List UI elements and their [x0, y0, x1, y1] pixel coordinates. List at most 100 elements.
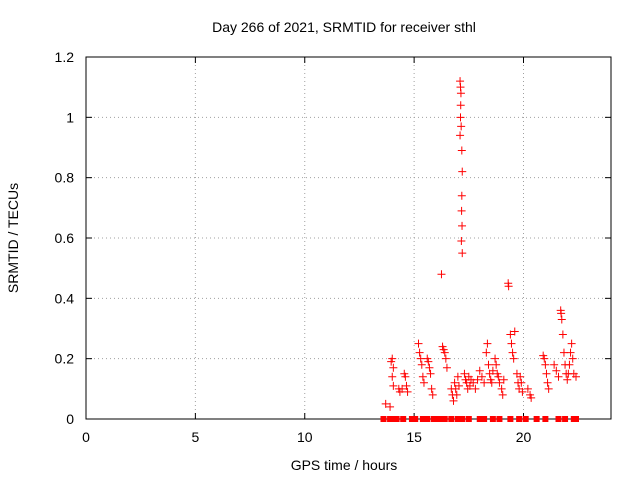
data-point [494, 372, 503, 381]
data-point [543, 378, 552, 387]
data-point [475, 366, 484, 375]
data-point [428, 390, 437, 399]
zero-level-point [393, 416, 400, 422]
data-point [483, 339, 492, 348]
data-point [424, 357, 433, 366]
zero-level-point [555, 416, 562, 422]
data-point [386, 402, 395, 411]
data-point [482, 348, 491, 357]
data-point [458, 249, 467, 258]
data-point [417, 360, 426, 369]
data-point [388, 354, 397, 363]
zero-level-point [424, 416, 431, 422]
data-point [568, 354, 577, 363]
data-point [550, 360, 559, 369]
data-point [487, 378, 496, 387]
data-point [516, 372, 525, 381]
zero-level-point [437, 416, 444, 422]
y-tick-label: 0.8 [55, 170, 75, 186]
data-point [389, 363, 398, 372]
data-point [498, 390, 507, 399]
y-axis-label: SRMTID / TECUs [5, 183, 21, 293]
y-tick-label: 1 [66, 109, 74, 125]
zero-level-point [387, 416, 394, 422]
x-tick-label: 0 [82, 429, 90, 445]
x-tick-label: 10 [297, 429, 313, 445]
data-point [427, 384, 436, 393]
data-point [567, 339, 576, 348]
data-point [506, 330, 515, 339]
data-point [388, 372, 397, 381]
data-point [440, 348, 449, 357]
zero-level-point [562, 416, 569, 422]
data-point [527, 393, 536, 402]
data-point [572, 372, 580, 381]
data-point [557, 315, 566, 324]
data-point [437, 270, 446, 279]
data-point [456, 101, 465, 110]
data-point [558, 330, 567, 339]
zero-level-point [441, 416, 448, 422]
data-point [557, 309, 566, 318]
data-point [419, 378, 428, 387]
data-point [491, 354, 500, 363]
zero-level-point [489, 416, 496, 422]
zero-level-point [522, 416, 529, 422]
data-point [425, 363, 434, 372]
data-point [488, 366, 497, 375]
data-point [541, 360, 550, 369]
data-point [477, 372, 486, 381]
data-point [449, 396, 458, 405]
data-point [517, 378, 526, 387]
data-point [441, 354, 450, 363]
data-point [492, 360, 501, 369]
x-tick-label: 15 [406, 429, 422, 445]
x-axis-ticks: 0 5 10 15 20 [82, 57, 531, 445]
grid-lines [86, 57, 611, 419]
data-point [495, 378, 504, 387]
data-point [457, 122, 466, 131]
zero-level-point [400, 416, 407, 422]
data-point [480, 378, 489, 387]
data-point [458, 167, 467, 176]
zero-level-point [380, 416, 387, 422]
x-tick-label: 5 [191, 429, 199, 445]
zero-level-point [412, 416, 419, 422]
data-point [414, 339, 423, 348]
zero-level-point [542, 416, 549, 422]
data-point [509, 354, 518, 363]
chart-title: Day 266 of 2021, SRMTID for receiver sth… [212, 19, 476, 35]
data-point [508, 348, 517, 357]
y-tick-label: 1.2 [55, 49, 75, 65]
data-point [456, 113, 465, 122]
zero-level-point [448, 416, 455, 422]
data-point [552, 366, 561, 375]
y-tick-label: 0.6 [55, 230, 75, 246]
data-point [457, 191, 466, 200]
data-points [380, 77, 580, 422]
zero-level-point [465, 416, 472, 422]
data-point [442, 363, 451, 372]
zero-level-point [481, 416, 488, 422]
y-tick-label: 0.4 [55, 290, 75, 306]
data-point [471, 384, 480, 393]
data-point [473, 375, 482, 384]
data-point [542, 369, 551, 378]
x-axis-label: GPS time / hours [291, 457, 398, 473]
zero-level-point [454, 416, 461, 422]
data-point [499, 375, 508, 384]
data-point [381, 399, 390, 408]
data-point [523, 384, 532, 393]
data-point [460, 369, 469, 378]
zero-level-point [459, 416, 466, 422]
data-point [458, 221, 467, 230]
zero-level-point [496, 416, 503, 422]
data-point [457, 146, 466, 155]
data-point [389, 381, 398, 390]
data-point [403, 387, 412, 396]
data-point [497, 384, 506, 393]
zero-level-point [507, 416, 514, 422]
data-point [450, 378, 459, 387]
x-tick-label: 20 [516, 429, 532, 445]
data-point [418, 372, 427, 381]
